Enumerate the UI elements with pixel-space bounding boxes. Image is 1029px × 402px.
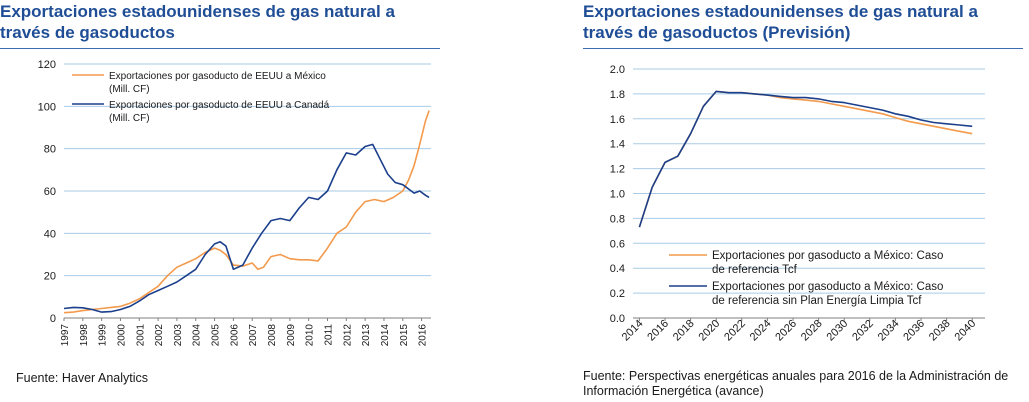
y-tick-label: 1.0	[610, 189, 625, 201]
x-tick-label: 2036	[901, 318, 927, 344]
x-tick-label: 2014	[380, 324, 391, 347]
y-tick-label: 0.8	[610, 213, 625, 225]
y-tick-label: 120	[38, 59, 56, 71]
y-tick-label: 0.2	[610, 288, 625, 300]
x-tick-label: 2003	[173, 324, 184, 347]
chart-source: Fuente: Haver Analytics	[16, 371, 149, 385]
series-line-orange	[638, 90, 973, 228]
y-tick-label: 1.2	[610, 164, 625, 176]
x-tick-label: 2006	[229, 324, 240, 347]
legend-label: de referencia sin Plan Energía Limpia Tc…	[712, 295, 922, 307]
y-tick-label: 40	[44, 228, 56, 240]
x-tick-label: 2000	[116, 324, 127, 347]
x-tick-label: 2016	[645, 318, 671, 344]
x-tick-label: 2016	[418, 324, 429, 347]
series-line-navy	[63, 143, 430, 313]
x-tick-label: 2024	[748, 318, 774, 344]
y-tick-label: 60	[44, 186, 56, 198]
series-line-orange	[63, 110, 430, 314]
x-tick-label: 1999	[98, 324, 109, 347]
x-tick-label: 2015	[399, 324, 410, 347]
x-tick-label: 2028	[799, 318, 825, 344]
x-tick-label: 2001	[135, 324, 146, 347]
x-tick-label: 2005	[211, 324, 222, 347]
x-tick-label: 2008	[267, 324, 278, 347]
title-rule	[583, 48, 1023, 49]
legend-label: de referencia Tcf	[712, 264, 798, 276]
series-line-navy	[638, 90, 973, 228]
y-tick-label: 0.0	[610, 313, 625, 325]
x-tick-label: 2011	[323, 324, 334, 346]
y-tick-label: 1.6	[610, 114, 625, 126]
x-tick-label: 2010	[305, 324, 316, 347]
legend-label: Exportaciones por gasoducto de EEUU a Mé…	[109, 71, 326, 82]
chart-title: Exportaciones estadounidenses de gas nat…	[583, 2, 978, 42]
x-tick-label: 2020	[697, 318, 723, 344]
x-tick-label: 2022	[722, 318, 748, 344]
x-tick-label: 2038	[927, 318, 953, 344]
y-tick-label: 20	[44, 271, 56, 283]
x-tick-label: 2007	[248, 324, 259, 347]
x-tick-label: 2018	[671, 318, 697, 344]
x-tick-label: 2032	[850, 318, 876, 344]
x-tick-label: 2013	[361, 324, 372, 347]
legend-label: (Mill. CF)	[109, 84, 150, 95]
chart-source: Fuente: Perspectivas energéticas anuales…	[583, 369, 1009, 398]
x-tick-label: 1998	[79, 324, 90, 347]
y-tick-label: 0	[50, 313, 56, 325]
x-tick-label: 2002	[154, 324, 165, 347]
y-tick-label: 2.0	[610, 64, 625, 76]
x-tick-label: 2040	[953, 318, 979, 344]
y-tick-label: 0.4	[610, 263, 625, 275]
y-tick-label: 1.4	[610, 139, 625, 151]
chart-panel-mexico-canada: Exportaciones estadounidenses de gas nat…	[0, 0, 440, 402]
x-tick-label: 1997	[60, 324, 71, 347]
y-tick-label: 0.6	[610, 238, 625, 250]
x-tick-label: 2004	[192, 324, 203, 347]
y-tick-label: 1.8	[610, 89, 625, 101]
legend-label: Exportaciones por gasoducto a México: Ca…	[712, 250, 943, 262]
title-rule	[0, 48, 440, 49]
legend-label: (Mill. CF)	[109, 113, 150, 124]
chart-plot-historic: 0 20 40 60 80 100 120 1997 1998 1999 2000 2001 2002 2…	[38, 59, 431, 347]
chart-panel-forecast: Exportaciones estadounidenses de gas nat…	[583, 0, 1029, 402]
y-tick-label: 100	[38, 101, 56, 113]
x-tick-label: 2030	[825, 318, 851, 344]
y-tick-label: 80	[44, 144, 56, 156]
legend-label: Exportaciones por gasoducto de EEUU a Ca…	[109, 100, 330, 111]
x-tick-label: 2026	[773, 318, 799, 344]
chart-title: Exportaciones estadounidenses de gas nat…	[0, 2, 395, 42]
x-tick-label: 2009	[286, 324, 297, 347]
x-tick-label: 2034	[876, 318, 902, 344]
x-tick-label: 2012	[342, 324, 353, 347]
legend-label: Exportaciones por gasoducto a México: Ca…	[712, 281, 943, 293]
